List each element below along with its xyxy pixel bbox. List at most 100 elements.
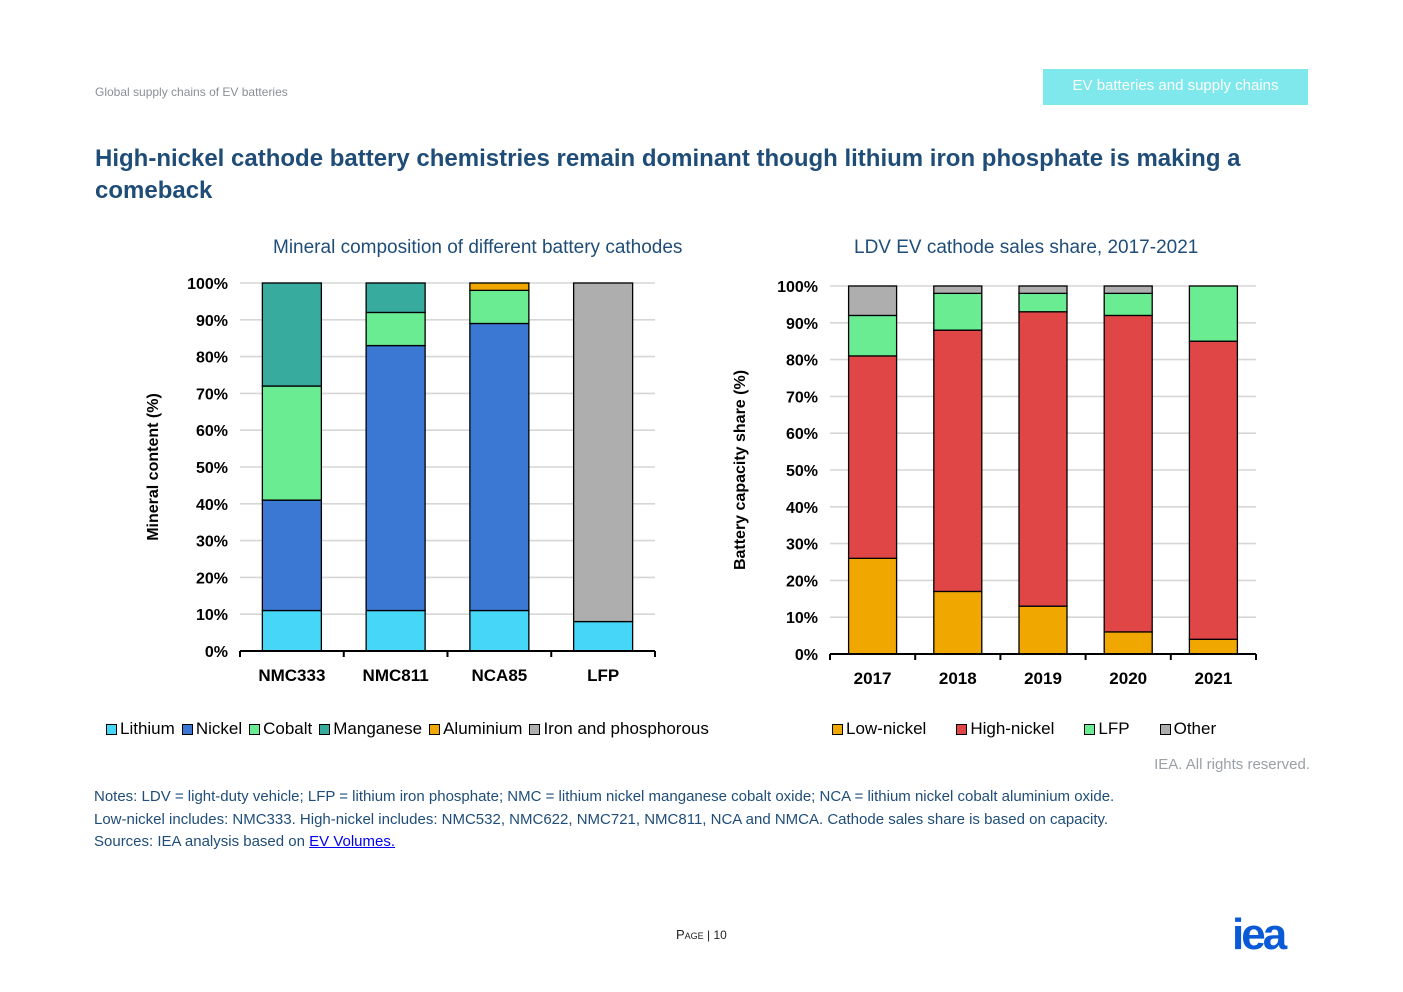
chart1-legend: Lithium Nickel Cobalt Manganese Aluminium Iro… [106,719,716,739]
sources-line: Sources: IEA analysis based on EV Volume… [94,831,1304,854]
chart2-legend-swatch [1084,723,1096,735]
chart2-legend-label: Other [1173,719,1217,738]
chart1-bar-lithium [261,609,323,652]
chart1-bar-iron-and-phosphorous [572,282,634,623]
chart2-x-tick-label: 2017 [854,669,892,688]
chart2-y-tick-label: 20% [786,573,818,590]
chart2-y-tick-label: 70% [786,389,818,406]
chart1-bar-manganese [261,282,323,387]
chart2-bar-low-nickel [1188,638,1239,655]
chart1-legend-swatch [429,723,441,735]
chart2-bar-low-nickel [847,557,898,655]
chart2-y-axis-label: Battery capacity share (%) [732,370,749,570]
chart1-legend-item: Lithium [106,719,175,739]
chart2-bar-high-nickel [1188,340,1239,640]
chart1-bar-lithium [572,620,634,652]
chart1-legend-label: Nickel [195,719,243,738]
chart2-legend-item: High-nickel [956,719,1054,739]
chart1-y-axis-label: Mineral content (%) [145,393,162,541]
notes-block: Notes: LDV = light-duty vehicle; LFP = l… [94,786,1304,854]
chart1-legend-swatch [319,723,331,735]
chart1-bar-cobalt [261,385,323,501]
sources-prefix: Sources: IEA analysis based on [94,833,310,850]
chart1-y-tick-label: 20% [196,570,228,587]
chart1-bar-nickel [365,344,426,612]
chart2-legend-swatch [832,723,843,735]
chart1-legend-swatch [249,723,261,735]
chart1-x-tick-label: NMC333 [258,666,325,685]
chart1-bar-manganese [365,282,426,314]
chart2-x-tick-label: 2019 [1024,669,1062,688]
chart2-legend-label: Low-nickel [846,719,927,738]
chart1-bar-nickel [261,499,323,612]
chart1-legend-label: Lithium [120,719,175,738]
chart1-y-tick-label: 80% [196,350,228,367]
chart1-legend-label: Manganese [333,719,423,738]
chart2-legend-item: LFP [1084,719,1130,739]
chart1-y-tick-label: 100% [187,276,228,293]
chart2-bar-other [1103,285,1153,295]
mineral-composition-chart: 0% 10% 20% 30% 40% 50% 60% 70% 80% 90% 100% NMC333 N… [145,276,656,685]
page-separator: | [707,928,711,942]
page-number: Page | 10 [676,927,727,942]
chart1-legend-label: Aluminium [443,719,523,738]
chart1-legend-label: Cobalt [263,719,313,738]
chart2-legend-item: Other [1159,719,1217,739]
chart1-y-tick-label: 50% [196,460,228,477]
chart2-legend-label: High-nickel [970,719,1055,738]
chart1-bar-lithium [469,609,530,652]
chart2-y-tick-label: 40% [786,500,818,517]
chart2-bar-high-nickel [933,329,983,593]
chart2-y-tick-label: 0% [795,647,818,664]
chart1-y-tick-label: 40% [196,497,228,514]
chart2-title: LDV EV cathode sales share, 2017-2021 [854,237,1199,258]
chart1-title: Mineral composition of different battery… [273,237,683,258]
chart1-y-tick-label: 90% [196,313,228,330]
page-number-value: 10 [713,928,727,942]
chart1-bar-aluminium [469,282,530,292]
chart2-bar-lfp [1188,285,1239,342]
chart2-legend-item: Low-nickel [832,719,926,739]
page-word: Page [676,927,704,942]
section-badge-label: EV batteries and supply chains [1072,77,1279,94]
notes-line-2: Low-nickel includes: NMC333. High-nickel… [94,810,1109,828]
ev-volumes-link[interactable]: EV Volumes. [309,833,396,850]
chart2-y-tick-label: 90% [786,316,818,333]
chart2-bar-high-nickel [1018,311,1068,607]
report-title: Global supply chains of EV batteries [95,85,288,99]
page-title: High-nickel cathode battery chemistries … [95,145,1241,204]
chart2-bar-lfp [1018,292,1068,313]
chart2-legend-swatch [1159,723,1171,735]
chart1-y-tick-label: 10% [196,607,228,624]
chart2-bar-lfp [847,314,898,357]
cathode-sales-share-chart: 0% 10% 20% 30% 40% 50% 60% 70% 80% 90% 100% 2017 201… [732,279,1257,688]
chart2-bar-other [933,285,983,295]
chart1-bar-lithium [365,609,426,652]
chart1-legend-item: Aluminium [429,719,522,739]
chart2-y-tick-label: 30% [786,537,818,554]
chart2-y-tick-label: 100% [777,279,818,296]
chart2-y-tick-label: 60% [786,426,818,443]
chart1-y-tick-label: 0% [205,644,228,661]
chart2-y-tick-label: 10% [786,610,818,627]
chart2-y-tick-label: 80% [786,353,818,370]
chart1-legend-swatch [529,723,541,735]
copyright-notice: IEA. All rights reserved. [1154,756,1310,773]
chart1-x-tick-label: NMC811 [363,666,429,685]
chart1-x-tick-label: NCA85 [472,666,528,685]
notes-line-1: Notes: LDV = light-duty vehicle; LFP = l… [94,788,1115,805]
chart1-bar-nickel [469,322,530,612]
chart2-bar-other [847,285,898,317]
chart2-legend-label: LFP [1098,719,1130,738]
chart2-x-tick-label: 2021 [1194,669,1232,688]
chart2-x-tick-label: 2020 [1109,669,1147,688]
chart1-x-tick-label: LFP [587,666,619,685]
chart1-legend-item: Manganese [319,719,422,739]
chart2-bar-low-nickel [1018,605,1068,655]
chart1-legend-item: Nickel [181,719,243,739]
iea-logo[interactable]: iea [1232,910,1287,959]
section-badge[interactable]: EV batteries and supply chains [1043,69,1308,105]
chart2-bar-low-nickel [933,590,983,655]
chart1-legend-item: Cobalt [249,719,312,739]
chart2-bar-lfp [1103,292,1153,317]
